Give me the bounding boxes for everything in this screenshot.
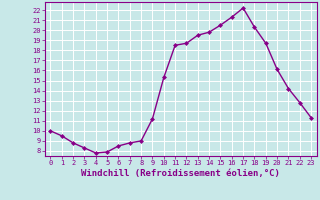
X-axis label: Windchill (Refroidissement éolien,°C): Windchill (Refroidissement éolien,°C)	[81, 169, 280, 178]
